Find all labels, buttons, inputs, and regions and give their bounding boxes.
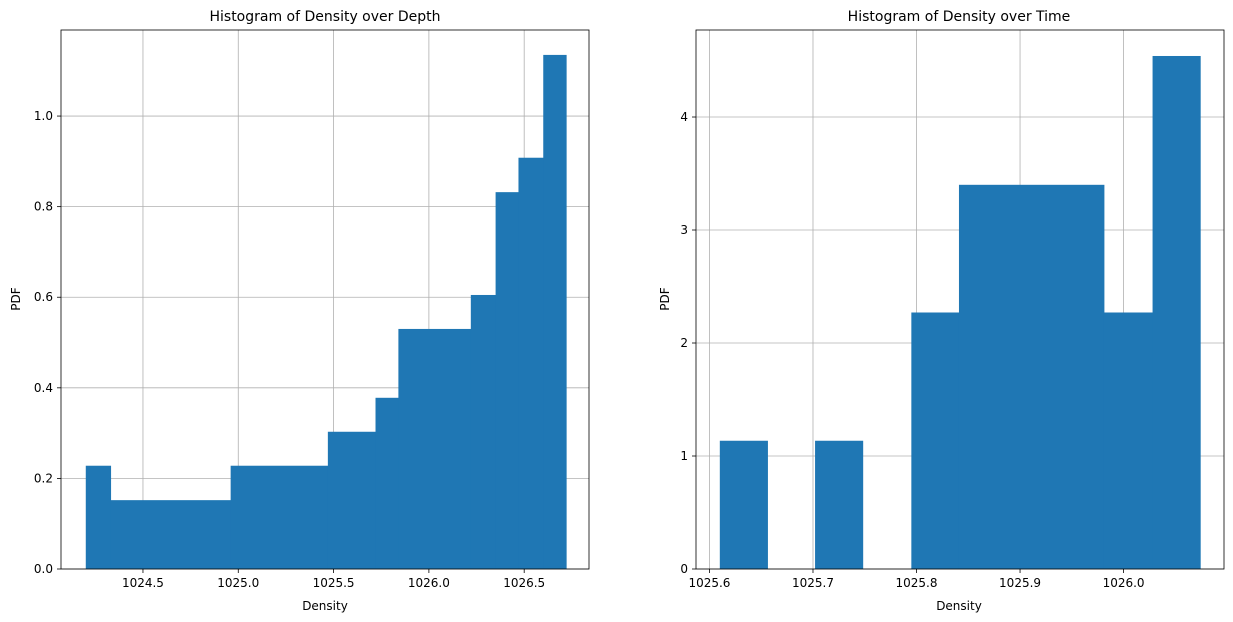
histogram-bar xyxy=(815,440,864,569)
chart-density-over-time: Histogram of Density over Time 1025.6 102… xyxy=(658,9,1225,613)
x-tick-label: 1025.9 xyxy=(999,576,1041,590)
y-tick-label: 2 xyxy=(680,336,688,350)
histogram-bar xyxy=(1152,55,1201,570)
y-tick-label: 0.4 xyxy=(34,381,53,395)
x-tick-label: 1025.6 xyxy=(688,576,730,590)
y-tick-label: 0.2 xyxy=(34,471,53,485)
histogram-bars xyxy=(719,55,1201,570)
histogram-bars xyxy=(85,54,567,570)
y-tick-label: 0 xyxy=(680,562,688,576)
axes-frame xyxy=(60,29,590,570)
y-axis-label: PDF xyxy=(9,287,23,310)
histogram-bar xyxy=(230,465,329,569)
x-tick-label: 1024.5 xyxy=(122,576,164,590)
histogram-bar xyxy=(398,328,472,569)
y-tick-label: 1 xyxy=(680,449,688,463)
histogram-bar xyxy=(327,431,377,569)
histogram-bar xyxy=(470,294,497,569)
histogram-bar xyxy=(958,184,1105,569)
y-tick-label: 1.0 xyxy=(34,109,53,123)
x-tick-label: 1026.5 xyxy=(503,576,545,590)
histogram-bar xyxy=(518,157,544,569)
x-axis-label: Density xyxy=(302,599,348,613)
y-tick-label: 3 xyxy=(680,223,688,237)
histogram-bar xyxy=(375,397,399,569)
x-tick-label: 1025.0 xyxy=(217,576,259,590)
x-tick-label: 1025.7 xyxy=(792,576,834,590)
axis-ticks: 1025.6 1025.7 1025.8 1025.9 1026.0 0 1 2 3 4 xyxy=(680,110,1144,590)
histogram-bar xyxy=(543,54,567,570)
axis-ticks: 1024.5 1025.0 1025.5 1026.0 1026.5 0.0 0.2 0.4 0… xyxy=(34,109,545,590)
chart-title: Histogram of Density over Time xyxy=(848,9,1071,25)
y-tick-label: 0.6 xyxy=(34,290,53,304)
histogram-bar xyxy=(911,312,960,569)
chart-title: Histogram of Density over Depth xyxy=(209,9,440,25)
histogram-bar xyxy=(85,465,112,569)
y-axis-label: PDF xyxy=(658,287,672,310)
histogram-bar xyxy=(719,440,768,569)
histogram-bar xyxy=(1103,312,1154,569)
x-tick-label: 1026.0 xyxy=(1103,576,1145,590)
axes-frame xyxy=(695,29,1225,570)
x-tick-label: 1025.8 xyxy=(896,576,938,590)
y-tick-label: 4 xyxy=(680,110,688,124)
histogram-bar xyxy=(110,500,232,569)
y-tick-label: 0.0 xyxy=(34,562,53,576)
chart-density-over-depth: Histogram of Density over Depth 1024.5 10… xyxy=(9,9,590,613)
y-tick-label: 0.8 xyxy=(34,200,53,214)
histogram-bar xyxy=(495,192,519,569)
x-tick-label: 1025.5 xyxy=(313,576,355,590)
x-tick-label: 1026.0 xyxy=(408,576,450,590)
x-axis-label: Density xyxy=(936,599,982,613)
